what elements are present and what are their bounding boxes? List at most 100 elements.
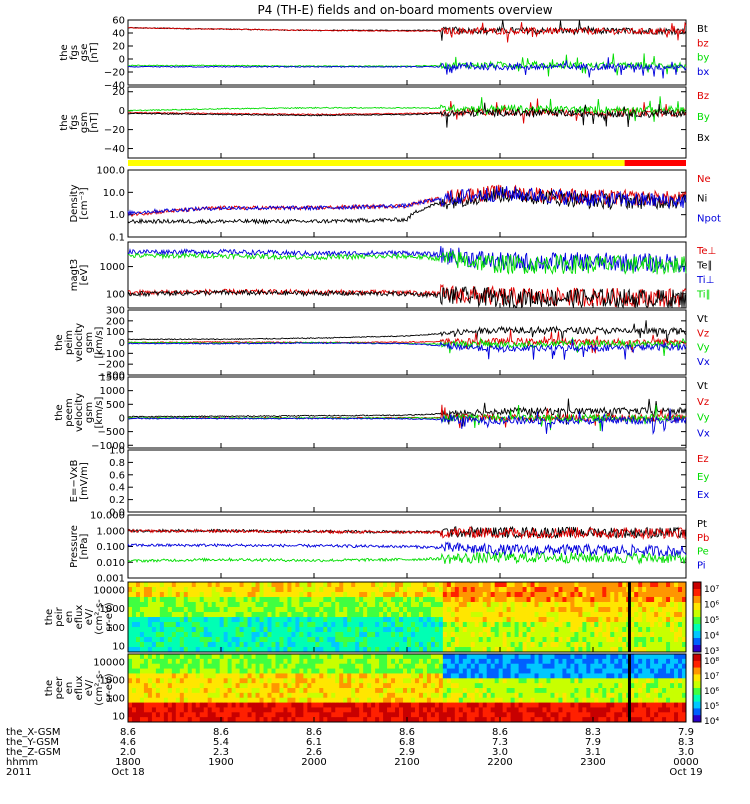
spectrogram-cell bbox=[530, 673, 535, 679]
spectrogram-cell bbox=[235, 683, 240, 689]
spectrogram-cell bbox=[558, 597, 563, 603]
spectrogram-cell bbox=[546, 597, 551, 603]
spectrogram-cell bbox=[630, 658, 635, 665]
spectrogram-cell bbox=[387, 717, 392, 723]
spectrogram-cell bbox=[682, 607, 687, 613]
spectrogram-cell bbox=[438, 678, 444, 684]
spectrogram-cell bbox=[446, 592, 452, 598]
spectrogram-cell bbox=[662, 612, 667, 618]
spectrogram-cell bbox=[351, 637, 356, 643]
spectrogram-cell bbox=[670, 678, 675, 684]
spectrogram-cell bbox=[315, 688, 320, 694]
legend-label: By bbox=[697, 112, 710, 123]
spectrogram-cell bbox=[650, 647, 655, 653]
spectrogram-cell bbox=[574, 678, 579, 684]
spectrogram-cell bbox=[434, 668, 440, 674]
spectrogram-cell bbox=[502, 592, 508, 598]
spectrogram-cell bbox=[574, 592, 579, 598]
spectrogram-cell bbox=[179, 622, 185, 628]
spectrogram-cell bbox=[434, 717, 440, 723]
spectrogram-cell bbox=[203, 712, 209, 718]
spectrogram-cell bbox=[526, 617, 531, 623]
spectrogram-cell bbox=[351, 622, 356, 628]
spectrogram-cell bbox=[359, 592, 364, 598]
spectrogram-cell bbox=[339, 683, 344, 689]
spectrogram-cell bbox=[223, 592, 229, 598]
spectrogram-cell bbox=[211, 712, 217, 718]
spectrogram-cell bbox=[490, 582, 496, 588]
spectrogram-cell bbox=[502, 683, 508, 689]
spectrogram-cell bbox=[215, 707, 221, 713]
spectrogram-cell bbox=[674, 612, 679, 618]
spectrogram-cell bbox=[414, 602, 420, 608]
spectrogram-cell bbox=[482, 597, 488, 603]
spectrogram-cell bbox=[522, 673, 527, 679]
spectrogram-cell bbox=[570, 658, 575, 665]
spectrogram-cell bbox=[630, 712, 635, 718]
spectrogram-cell bbox=[275, 717, 280, 723]
spectrogram-cell bbox=[135, 678, 141, 684]
spectrogram-cell bbox=[670, 697, 675, 703]
y-axis-label: peim bbox=[64, 330, 75, 355]
spectrogram-cell bbox=[490, 617, 496, 623]
spectrogram-cell bbox=[458, 702, 464, 708]
spectrogram-cell bbox=[315, 717, 320, 723]
spectrogram-cell bbox=[462, 654, 468, 660]
spectrogram-cell bbox=[514, 602, 519, 608]
spectrogram-cell bbox=[215, 602, 221, 608]
spectrogram-cell bbox=[131, 592, 137, 598]
spectrogram-cell bbox=[438, 612, 444, 618]
spectrogram-cell bbox=[383, 663, 388, 669]
spectrogram-cell bbox=[558, 707, 563, 713]
spectrogram-cell bbox=[474, 658, 480, 665]
spectrogram-cell bbox=[594, 692, 599, 699]
y-axis-label: magt3 bbox=[69, 259, 80, 292]
spectrogram-cell bbox=[359, 658, 364, 665]
spectrogram-cell bbox=[363, 587, 368, 593]
spectrogram-cell bbox=[159, 673, 165, 679]
spectrogram-cell bbox=[403, 692, 408, 699]
spectrogram-cell bbox=[279, 663, 284, 669]
spectrogram-cell bbox=[175, 658, 181, 665]
spectrogram-cell bbox=[486, 692, 492, 699]
spectrogram-cell bbox=[434, 637, 440, 643]
spectrogram-cell bbox=[175, 602, 181, 608]
spectrogram-cell bbox=[538, 688, 543, 694]
spectrogram-cell bbox=[319, 678, 324, 684]
spectrogram-cell bbox=[478, 692, 484, 699]
spectrogram-cell bbox=[674, 592, 679, 598]
spectrogram-cell bbox=[175, 683, 181, 689]
spectrogram-cell bbox=[470, 582, 476, 588]
spectrogram-cell bbox=[251, 637, 256, 643]
spectrogram-cell bbox=[167, 692, 173, 699]
spectrogram-cell bbox=[327, 582, 332, 588]
spectrogram-cell bbox=[566, 717, 571, 723]
spectrogram-cell bbox=[299, 637, 304, 643]
spectrogram-cell bbox=[355, 692, 360, 699]
spectrogram-cell bbox=[383, 617, 388, 623]
spectrogram-cell bbox=[610, 627, 615, 633]
spectrogram-cell bbox=[422, 697, 428, 703]
spectrogram-cell bbox=[399, 627, 404, 633]
spectrogram-cell bbox=[642, 683, 647, 689]
spectrogram-cell bbox=[291, 582, 296, 588]
spectrogram-cell bbox=[319, 647, 324, 653]
spectrogram-cell bbox=[642, 697, 647, 703]
spectrogram-cell bbox=[474, 587, 480, 593]
spectrogram-cell bbox=[450, 658, 456, 665]
spectrogram-cell bbox=[391, 647, 396, 653]
spectrogram-cell bbox=[478, 668, 484, 674]
spectrogram-cell bbox=[239, 627, 244, 633]
spectrogram-cell bbox=[315, 592, 320, 598]
spectrogram-cell bbox=[674, 668, 679, 674]
spectrogram-cell bbox=[582, 647, 587, 653]
spectrogram-cell bbox=[291, 654, 296, 660]
x-row-value: 8.6 bbox=[399, 727, 415, 738]
spectrogram-cell bbox=[598, 597, 603, 603]
y-tick-label: 1.0 bbox=[109, 446, 125, 457]
spectrogram-cell bbox=[315, 654, 320, 660]
spectrogram-cell bbox=[606, 707, 611, 713]
spectrogram-cell bbox=[582, 697, 587, 703]
spectrogram-cell bbox=[630, 692, 635, 699]
series-line-vz bbox=[127, 404, 687, 429]
